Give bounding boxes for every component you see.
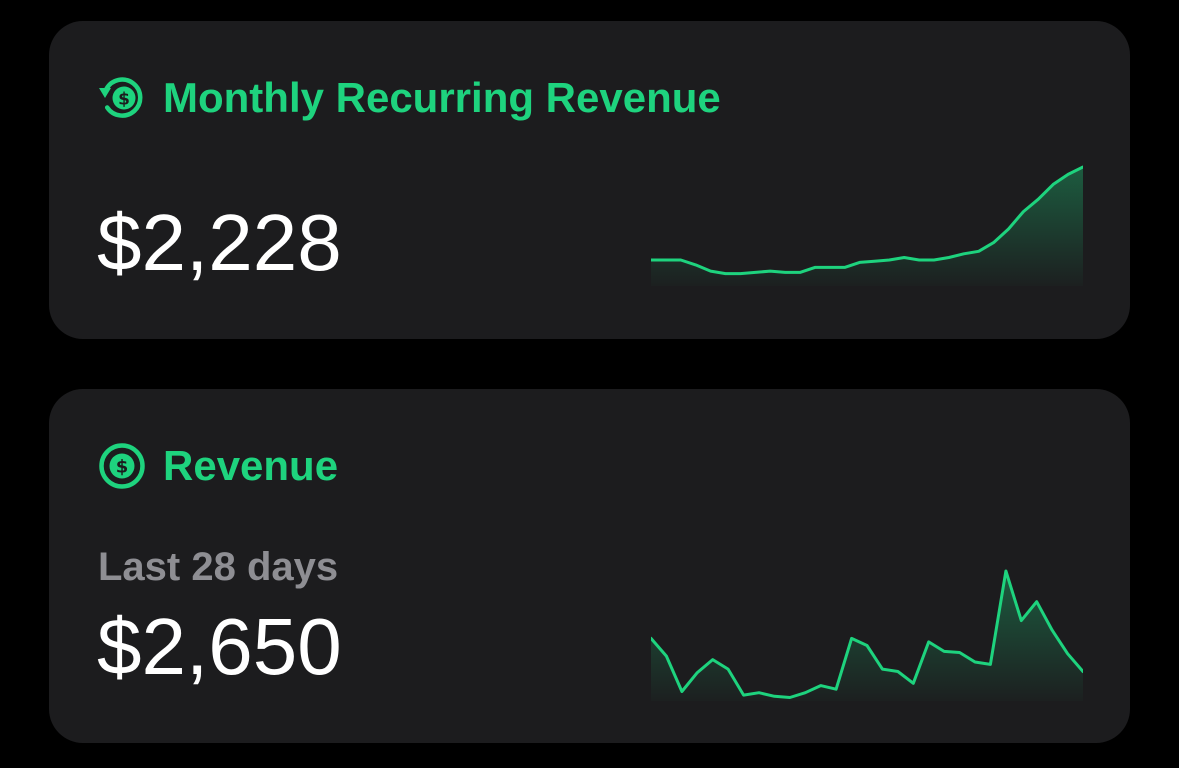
revenue-card-header: $ Revenue bbox=[97, 441, 338, 491]
mrr-title: Monthly Recurring Revenue bbox=[163, 74, 721, 121]
dollar-circle-icon: $ bbox=[99, 443, 145, 489]
revenue-sparkline-point bbox=[1020, 620, 1022, 622]
mrr-sparkline-point bbox=[888, 259, 890, 261]
revenue-sparkline-point bbox=[1067, 653, 1069, 655]
revenue-sparkline-chart bbox=[651, 569, 1083, 701]
mrr-sparkline-point bbox=[903, 257, 905, 259]
revenue-sparkline-point bbox=[789, 697, 791, 699]
mrr-sparkline-point bbox=[963, 253, 965, 255]
mrr-sparkline-point bbox=[739, 273, 741, 275]
mrr-sparkline-point bbox=[1052, 183, 1054, 185]
revenue-sparkline-point bbox=[758, 692, 760, 694]
revenue-sparkline-point bbox=[959, 652, 961, 654]
revenue-sparkline-point bbox=[1036, 601, 1038, 603]
mrr-sparkline-point bbox=[710, 270, 712, 272]
revenue-sparkline-point bbox=[897, 671, 899, 673]
revenue-sparkline-line bbox=[651, 569, 1083, 699]
mrr-sparkline-point bbox=[933, 259, 935, 261]
revenue-sparkline-point bbox=[696, 672, 698, 674]
mrr-sparkline-point bbox=[725, 273, 727, 275]
mrr-sparkline-point bbox=[799, 271, 801, 273]
mrr-sparkline-chart bbox=[651, 165, 1083, 286]
revenue-sparkline-point bbox=[743, 694, 745, 696]
revenue-sparkline-point bbox=[665, 655, 667, 657]
revenue-sparkline-area bbox=[651, 571, 1083, 701]
mrr-sparkline-point bbox=[754, 271, 756, 273]
recurring-dollar-icon: $ bbox=[99, 77, 143, 118]
mrr-sparkline-point bbox=[1037, 198, 1039, 200]
mrr-sparkline-point bbox=[695, 264, 697, 266]
revenue-sparkline-point bbox=[943, 650, 945, 652]
revenue-sparkline-point bbox=[974, 661, 976, 663]
mrr-sparkline-point bbox=[948, 257, 950, 259]
revenue-sparkline-point bbox=[851, 637, 853, 639]
revenue-card[interactable]: $ Revenue Last 28 days $2,650 bbox=[49, 389, 1130, 743]
revenue-period-label: Last 28 days bbox=[98, 545, 339, 589]
mrr-sparkline-area bbox=[651, 167, 1083, 286]
mrr-card-header: $ Monthly Recurring Revenue bbox=[97, 73, 721, 123]
mrr-card[interactable]: $ Monthly Recurring Revenue $2,228 bbox=[49, 21, 1130, 339]
mrr-sparkline-point bbox=[873, 260, 875, 262]
mrr-sparkline-point bbox=[844, 266, 846, 268]
revenue-sparkline-point bbox=[681, 691, 683, 693]
mrr-sparkline-point bbox=[1067, 173, 1069, 175]
mrr-sparkline-point bbox=[993, 242, 995, 244]
revenue-sparkline-point bbox=[727, 668, 729, 670]
revenue-sparkline-point bbox=[989, 663, 991, 665]
revenue-sparkline-point bbox=[820, 685, 822, 687]
mrr-value: $2,228 bbox=[97, 198, 342, 287]
mrr-sparkline-point bbox=[1008, 228, 1010, 230]
revenue-sparkline-point bbox=[866, 645, 868, 647]
mrr-sparkline-point bbox=[859, 261, 861, 263]
revenue-sparkline-point bbox=[712, 659, 714, 661]
svg-text:$: $ bbox=[118, 90, 130, 110]
mrr-sparkline-point bbox=[1022, 211, 1024, 213]
mrr-sparkline-point bbox=[918, 259, 920, 261]
revenue-sparkline-point bbox=[773, 695, 775, 697]
revenue-sparkline-point bbox=[804, 692, 806, 694]
mrr-sparkline-point bbox=[978, 250, 980, 252]
revenue-sparkline-point bbox=[928, 641, 930, 643]
svg-text:$: $ bbox=[116, 457, 129, 478]
mrr-sparkline-point bbox=[784, 271, 786, 273]
revenue-sparkline-point bbox=[835, 688, 837, 690]
mrr-sparkline-point bbox=[665, 259, 667, 261]
mrr-sparkline-point bbox=[769, 270, 771, 272]
revenue-sparkline-point bbox=[1051, 629, 1053, 631]
mrr-sparkline-point bbox=[680, 259, 682, 261]
revenue-sparkline-point bbox=[881, 668, 883, 670]
mrr-sparkline-point bbox=[829, 266, 831, 268]
mrr-sparkline-point bbox=[814, 266, 816, 268]
mrr-sparkline-line bbox=[651, 165, 1083, 276]
revenue-title: Revenue bbox=[163, 442, 339, 489]
revenue-sparkline-point bbox=[912, 682, 914, 684]
revenue-sparkline-point bbox=[1005, 570, 1007, 572]
revenue-value: $2,650 bbox=[97, 602, 342, 691]
